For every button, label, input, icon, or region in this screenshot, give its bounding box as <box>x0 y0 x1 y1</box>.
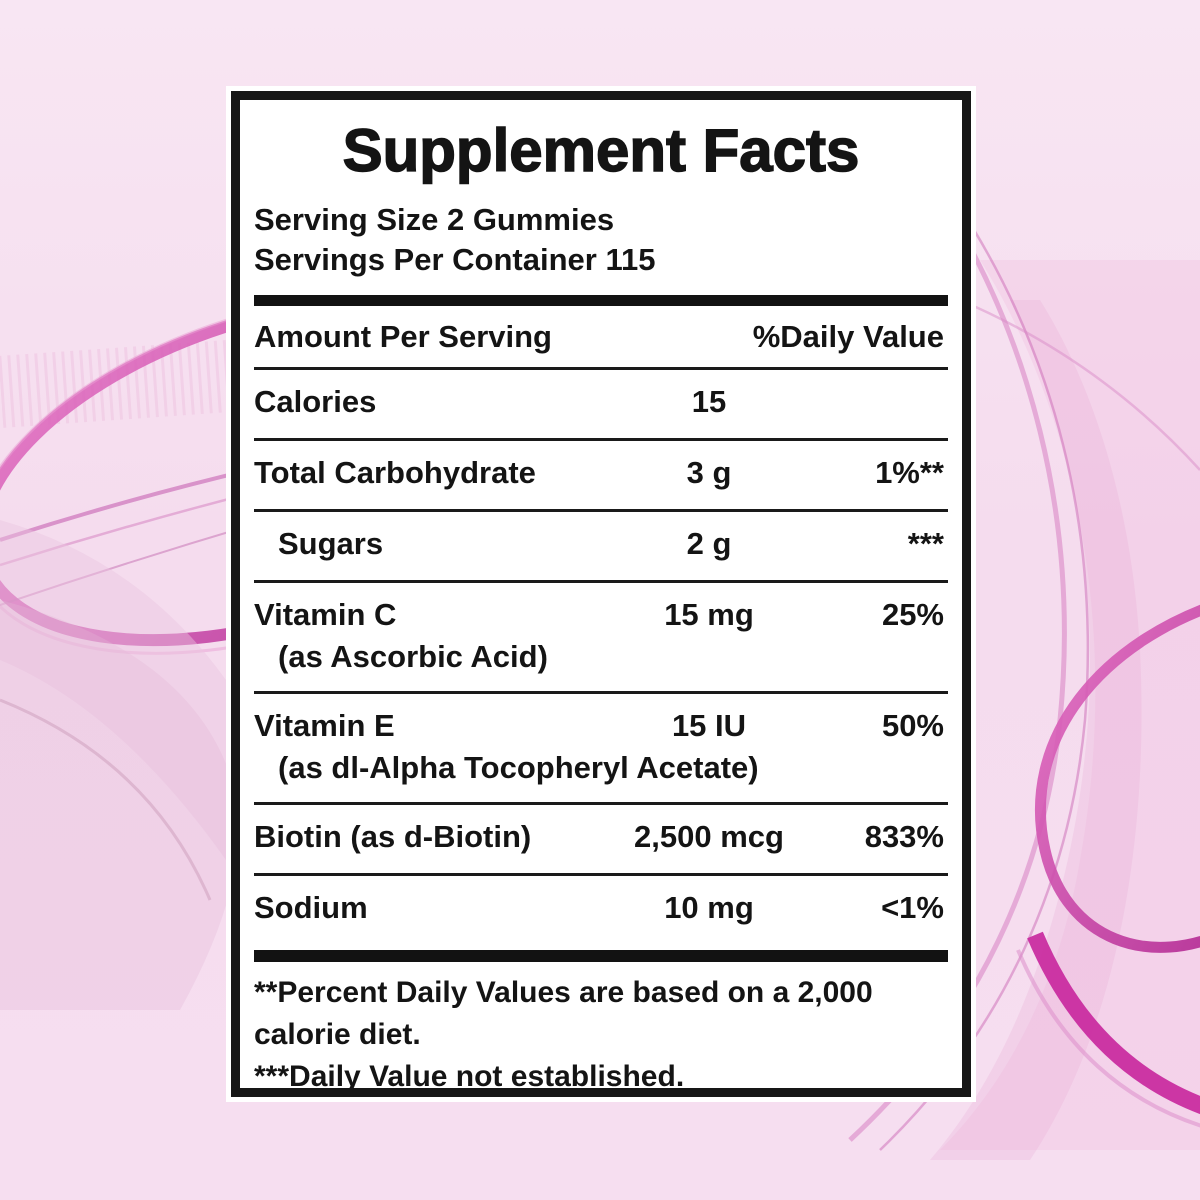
nutrient-name: Sodium <box>254 889 368 925</box>
footnotes: **Percent Daily Values are based on a 2,… <box>254 972 948 1093</box>
panel-title: Supplement Facts <box>342 117 860 185</box>
nutrient-dv: *** <box>907 525 944 561</box>
divider-thick-top <box>254 294 948 306</box>
divider-thick-bottom <box>254 949 948 962</box>
divider <box>254 801 948 805</box>
nutrient-amount: 10 mg <box>664 889 754 925</box>
column-header-row: Amount Per Serving %Daily Value <box>254 306 948 367</box>
divider <box>254 437 948 441</box>
nutrient-dv: 25% <box>881 596 944 632</box>
nutrient-dv: <1% <box>881 889 944 925</box>
nutrient-amount: 3 g <box>686 454 732 490</box>
divider <box>254 366 948 370</box>
divider <box>254 508 948 512</box>
nutrient-row-sodium: Sodium 10 mg <1% <box>254 876 948 944</box>
nutrient-amount: 2 g <box>686 525 732 561</box>
divider <box>254 579 948 583</box>
divider <box>254 872 948 876</box>
nutrient-dv: 833% <box>864 818 944 854</box>
nutrient-row-calories: Calories 15 <box>254 370 948 438</box>
divider <box>254 690 948 694</box>
nutrient-row-vitamin-e: Vitamin E 15 IU 50% (as dl-Alpha Tocophe… <box>254 694 948 802</box>
panel-border: Supplement Facts Serving Size 2 Gummies … <box>231 91 971 1097</box>
nutrient-row-biotin: Biotin (as d-Biotin) 2,500 mcg 833% <box>254 805 948 873</box>
nutrient-name: Sugars <box>278 525 384 561</box>
daily-value-header: %Daily Value <box>752 318 944 354</box>
nutrient-amount: 15 mg <box>664 596 754 632</box>
footnote-daily-values: **Percent Daily Values are based on a 2,… <box>254 975 873 1051</box>
amount-per-serving-header: Amount Per Serving <box>254 318 552 354</box>
nutrient-amount: 15 <box>691 383 727 419</box>
supplement-facts-panel: Supplement Facts Serving Size 2 Gummies … <box>226 86 976 1102</box>
nutrient-dv: 50% <box>881 707 944 743</box>
nutrient-row-vitamin-c: Vitamin C 15 mg 25% (as Ascorbic Acid) <box>254 583 948 691</box>
nutrient-source: (as dl-Alpha Tocopheryl Acetate) <box>278 749 759 785</box>
nutrient-name: Vitamin C <box>254 596 397 632</box>
nutrient-amount: 15 IU <box>671 707 747 743</box>
nutrient-name: Total Carbohydrate <box>254 454 536 490</box>
nutrient-amount: 2,500 mcg <box>634 818 784 854</box>
nutrient-dv: 1%** <box>875 454 944 490</box>
footnote-not-established: ***Daily Value not established. <box>254 1059 685 1093</box>
nutrient-name: Calories <box>254 383 377 419</box>
nutrient-row-total-carbohydrate: Total Carbohydrate 3 g 1%** <box>254 441 948 509</box>
serving-size: Serving Size 2 Gummies <box>254 202 615 237</box>
nutrient-name: Biotin (as d-Biotin) <box>254 818 532 854</box>
nutrient-source: (as Ascorbic Acid) <box>278 638 548 674</box>
servings-per-container: Servings Per Container 115 <box>254 242 656 278</box>
nutrient-name: Vitamin E <box>254 707 395 743</box>
nutrient-row-sugars: Sugars 2 g *** <box>254 512 948 580</box>
